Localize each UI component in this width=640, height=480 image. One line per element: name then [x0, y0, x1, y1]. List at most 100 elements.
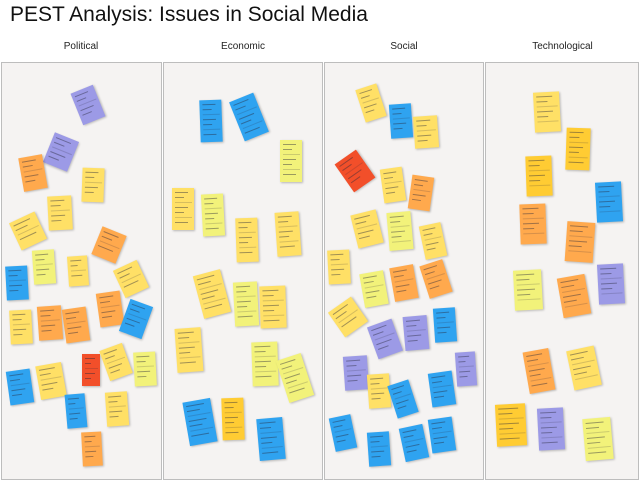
economic-sticky-note[interactable] [274, 211, 302, 257]
handwriting-scribble [331, 268, 344, 271]
handwriting-scribble [41, 329, 52, 332]
handwriting-scribble [244, 126, 261, 134]
social-sticky-note[interactable] [427, 416, 457, 454]
economic-sticky-note[interactable] [251, 341, 279, 387]
handwriting-scribble [517, 293, 531, 296]
handwriting-scribble [431, 421, 446, 425]
social-sticky-note[interactable] [432, 307, 458, 343]
handwriting-scribble [65, 311, 80, 315]
political-sticky-note[interactable] [82, 354, 100, 386]
political-sticky-note[interactable] [31, 249, 57, 285]
social-sticky-note[interactable] [342, 355, 370, 391]
political-sticky-note[interactable] [81, 431, 103, 467]
political-sticky-note[interactable] [9, 309, 33, 345]
social-sticky-note[interactable] [388, 103, 414, 139]
social-sticky-note[interactable] [327, 249, 351, 285]
handwriting-scribble [10, 382, 30, 387]
handwriting-scribble [263, 319, 280, 322]
economic-sticky-note[interactable] [256, 416, 286, 462]
social-sticky-note[interactable] [412, 115, 440, 149]
political-sticky-note[interactable] [95, 290, 125, 328]
handwriting-scribble [65, 316, 76, 320]
handwriting-scribble [262, 451, 279, 454]
handwriting-scribble [383, 171, 396, 175]
handwriting-scribble [498, 412, 513, 415]
handwriting-scribble [407, 339, 418, 342]
social-sticky-note[interactable] [454, 351, 478, 387]
handwriting-scribble [522, 207, 539, 210]
handwriting-scribble [404, 438, 424, 443]
handwriting-scribble [39, 372, 51, 376]
handwriting-scribble [238, 221, 251, 224]
technological-sticky-note[interactable] [525, 155, 553, 197]
social-sticky-note[interactable] [366, 431, 392, 467]
handwriting-scribble [8, 279, 26, 282]
political-sticky-note[interactable] [61, 306, 91, 344]
technological-sticky-note[interactable] [596, 263, 626, 305]
technological-sticky-note[interactable] [532, 91, 562, 133]
political-sticky-note[interactable] [81, 167, 105, 203]
political-sticky-note[interactable] [36, 305, 64, 341]
technological-sticky-note[interactable] [582, 416, 614, 462]
economic-sticky-note[interactable] [221, 397, 245, 441]
economic-sticky-note[interactable] [259, 285, 287, 329]
economic-sticky-note[interactable] [200, 193, 226, 237]
social-sticky-note[interactable] [386, 211, 414, 251]
political-sticky-note[interactable] [64, 393, 88, 429]
political-sticky-note[interactable] [5, 368, 35, 406]
handwriting-scribble [254, 345, 271, 348]
handwriting-scribble [255, 365, 267, 368]
handwriting-scribble [529, 179, 541, 182]
social-sticky-note[interactable] [427, 370, 457, 408]
political-sticky-note[interactable] [47, 195, 73, 231]
handwriting-scribble [38, 367, 55, 371]
handwriting-scribble [394, 278, 414, 283]
social-sticky-note[interactable] [379, 166, 407, 204]
handwriting-scribble [237, 315, 253, 318]
technological-sticky-note[interactable] [564, 221, 596, 263]
technological-sticky-note[interactable] [565, 127, 591, 171]
handwriting-scribble [262, 299, 284, 302]
social-sticky-note[interactable] [402, 315, 430, 351]
economic-sticky-note[interactable] [174, 327, 204, 373]
handwriting-scribble [523, 227, 535, 230]
political-sticky-note[interactable] [35, 362, 67, 400]
handwriting-scribble [25, 179, 36, 183]
handwriting-scribble [370, 382, 380, 385]
handwriting-scribble [392, 112, 402, 115]
handwriting-scribble [255, 375, 272, 378]
political-sticky-note[interactable] [5, 265, 29, 301]
social-sticky-note[interactable] [407, 174, 435, 212]
handwriting-scribble [423, 233, 433, 236]
handwriting-scribble [51, 219, 62, 222]
handwriting-scribble [186, 408, 200, 413]
political-sticky-note[interactable] [66, 255, 90, 287]
handwriting-scribble [370, 435, 383, 438]
political-sticky-note[interactable] [133, 351, 157, 387]
technological-sticky-note[interactable] [519, 203, 547, 245]
handwriting-scribble [35, 258, 45, 261]
handwriting-scribble [205, 222, 223, 225]
handwriting-scribble [377, 345, 390, 350]
technological-sticky-note[interactable] [594, 181, 624, 223]
economic-sticky-note[interactable] [232, 281, 260, 327]
technological-sticky-note[interactable] [494, 403, 528, 447]
technological-sticky-note[interactable] [536, 407, 566, 451]
handwriting-scribble [529, 184, 551, 187]
handwriting-scribble [432, 384, 452, 389]
handwriting-scribble [191, 432, 210, 437]
economic-sticky-note[interactable] [280, 140, 302, 182]
social-sticky-note[interactable] [366, 373, 392, 409]
political-sticky-note[interactable] [104, 391, 130, 427]
technological-sticky-note[interactable] [512, 269, 544, 311]
handwriting-scribble [70, 269, 86, 272]
economic-sticky-note[interactable] [172, 188, 194, 230]
economic-sticky-note[interactable] [199, 99, 223, 143]
handwriting-scribble [84, 186, 98, 189]
handwriting-scribble [530, 376, 552, 382]
handwriting-scribble [85, 181, 102, 184]
handwriting-scribble [179, 356, 201, 359]
handwriting-scribble [536, 110, 554, 113]
economic-sticky-note[interactable] [235, 217, 259, 263]
handwriting-scribble [224, 406, 234, 409]
